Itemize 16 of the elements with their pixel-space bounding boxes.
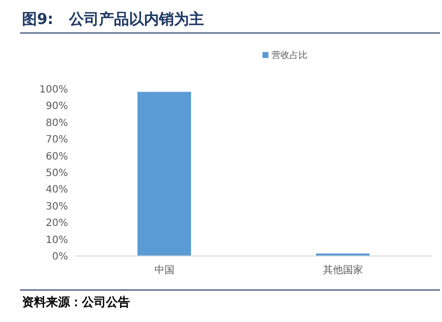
y-tick-label: 20% [46, 218, 68, 230]
y-tick-label: 80% [46, 118, 68, 129]
y-tick-label: 90% [46, 101, 68, 112]
y-tick-label: 30% [46, 201, 68, 212]
y-tick-label: 60% [46, 151, 68, 162]
y-tick-label: 40% [46, 184, 68, 196]
y-tick-label: 100% [39, 84, 68, 96]
y-tick-label: 10% [46, 234, 68, 246]
x-tick-label: 中国 [154, 264, 174, 276]
x-tick-label: 其他国家 [322, 264, 363, 276]
text: 资料来源：公司公告 [22, 295, 130, 309]
chart-title: 图9: 公司产品以内销为主 [22, 10, 204, 28]
y-tick-label: 0% [52, 252, 68, 262]
y-tick-label: 70% [46, 134, 68, 146]
legend-label: 营收占比 [272, 50, 308, 61]
y-tick-label: 50% [46, 168, 68, 179]
